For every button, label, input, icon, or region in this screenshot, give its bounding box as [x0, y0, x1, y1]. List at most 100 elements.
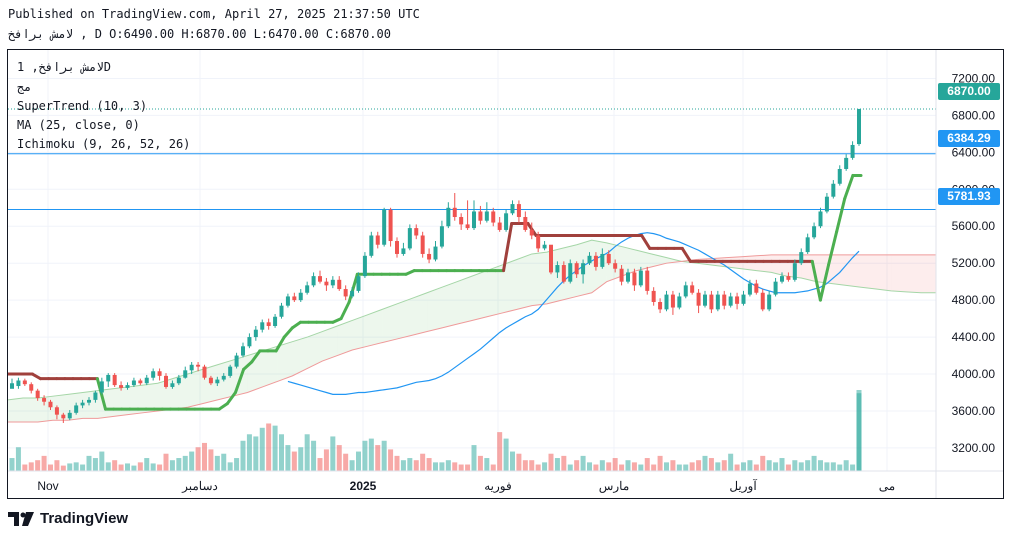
candle-body — [215, 379, 220, 384]
volume-bar — [375, 445, 381, 471]
volume-bar — [227, 462, 233, 471]
supertrend-segment — [290, 320, 302, 330]
candle-body — [664, 294, 669, 310]
candle-body — [805, 237, 810, 253]
volume-bar — [529, 460, 535, 471]
volume-bar — [503, 438, 509, 471]
chart-frame[interactable]: 7200.006800.006400.006000.005600.005200.… — [6, 49, 1004, 499]
candle-body — [593, 255, 598, 267]
candle-body — [523, 217, 528, 230]
cloud-segment — [22, 398, 38, 423]
volume-bar — [811, 455, 817, 471]
horizontal-lines — [8, 108, 936, 210]
volume-bar — [587, 462, 592, 471]
cloud-segment — [427, 287, 443, 332]
legend-ichimoku[interactable]: Ichimoku (9, 26, 52, 26) — [17, 137, 191, 151]
candle-body — [619, 268, 624, 282]
volume-bar — [60, 465, 66, 471]
volume-bar — [240, 440, 246, 471]
volume-bar — [304, 434, 310, 471]
legend-symbol: لامش برافخ, 1D — [17, 60, 111, 74]
candle-body — [427, 253, 432, 260]
candle-body — [696, 292, 701, 306]
volume-bar — [131, 465, 137, 471]
x-tick-label: مارس — [599, 479, 630, 493]
cloud-segment — [636, 250, 652, 271]
tradingview-logo[interactable]: TradingView — [8, 510, 128, 527]
candle-body — [330, 279, 335, 286]
candle-body — [844, 157, 849, 169]
candlestick-chart[interactable]: 7200.006800.006400.006000.005600.005200.… — [6, 50, 1003, 498]
volume-bar — [221, 453, 227, 471]
candle-body — [638, 270, 643, 286]
volume-bar — [112, 460, 118, 471]
candles — [10, 108, 861, 423]
cloud-segment — [157, 378, 173, 411]
candle-body — [626, 272, 630, 282]
candle-body — [600, 253, 605, 267]
cloud-segment — [486, 265, 502, 317]
volume-bar — [15, 447, 21, 471]
candle-body — [574, 263, 579, 275]
candle-body — [54, 407, 59, 415]
volume-bar — [619, 464, 625, 471]
candle-body — [388, 209, 393, 242]
candle-body — [10, 383, 14, 389]
volume-bar — [805, 460, 811, 471]
supertrend-segment — [250, 349, 262, 364]
supertrend-segment — [339, 300, 351, 321]
time-axis: Nov دسامبر 2025 فوریه مارس آوریل می — [8, 470, 1003, 493]
supertrend-line — [6, 173, 863, 411]
cloud-segment — [816, 254, 832, 284]
volume-bar — [279, 434, 284, 471]
hline-price-tag-upper: 6384.29 — [938, 130, 1000, 147]
candle-body — [478, 211, 483, 221]
candle-body — [465, 224, 470, 229]
candle-body — [645, 270, 650, 291]
candle-body — [510, 204, 515, 214]
hline-price-tag-lower: 5781.93 — [938, 188, 1000, 205]
volume-bar — [830, 462, 836, 471]
volume-bar — [516, 453, 522, 471]
candle-body — [395, 241, 399, 254]
candle-body — [760, 292, 765, 310]
volume-bar — [439, 462, 445, 471]
legend-ma[interactable]: MA (25, close, 0) — [17, 118, 140, 132]
candle-body — [356, 276, 361, 291]
volume-bar — [67, 463, 73, 471]
candle-body — [318, 276, 322, 282]
volume-bar — [818, 460, 823, 471]
candle-body — [170, 383, 175, 387]
candle-body — [504, 213, 509, 230]
cloud-segment — [322, 325, 338, 362]
cloud-segment — [621, 246, 637, 277]
candle-body — [292, 296, 297, 301]
volume-bar — [368, 438, 374, 471]
cloud-segment — [352, 314, 368, 351]
supertrend-segment — [502, 221, 514, 273]
candle-body — [683, 285, 688, 297]
candle-body — [555, 265, 560, 273]
legend-sub: مج — [17, 80, 32, 94]
candle-body — [670, 294, 675, 308]
supertrend-segment — [225, 390, 237, 406]
volume-bar — [785, 464, 791, 471]
candle-body — [497, 222, 502, 230]
candle-body — [491, 211, 496, 223]
volume-bar — [35, 460, 41, 471]
volume-bar — [837, 464, 843, 471]
y-tick-label: 3200.00 — [952, 441, 996, 455]
candle-body — [587, 255, 592, 264]
candle-body — [401, 248, 406, 254]
candle-body — [529, 229, 534, 236]
volume-bar — [702, 455, 708, 471]
legend-supertrend[interactable]: SuperTrend (10, 3) — [17, 99, 148, 113]
volume-bar — [741, 462, 746, 471]
y-tick-label: 6400.00 — [952, 145, 996, 159]
x-tick-label: آوریل — [729, 478, 757, 493]
candle-body — [106, 374, 111, 382]
volume-bar — [798, 462, 804, 471]
volume-bar — [291, 451, 297, 471]
published-line: Published on TradingView.com, April 27, … — [8, 7, 420, 21]
candle-body — [22, 380, 27, 385]
